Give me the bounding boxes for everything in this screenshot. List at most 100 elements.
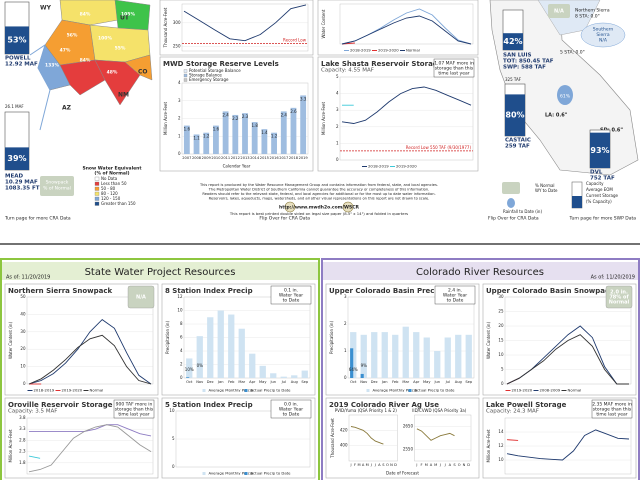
y-tick-label: 4 xyxy=(336,91,339,96)
x-tick-label: 2017 xyxy=(279,156,288,160)
note-text: time last year xyxy=(596,412,627,418)
bar-value-label: 1.2 xyxy=(271,134,278,139)
record-label: Record Low 550 TAF (9/30/1977) xyxy=(406,145,472,150)
bar-value-label: 1.2 xyxy=(203,134,210,139)
station-label: 8 STA: 0.0" xyxy=(575,14,600,20)
panel-title: Lake Powell Storage xyxy=(486,401,567,409)
reservoir-volume: TOT: 850.45 TAF xyxy=(503,59,554,65)
bar xyxy=(259,365,266,378)
y-tick-label: 2 xyxy=(178,116,181,121)
swp-as-of: As of: 11/20/2019 xyxy=(6,275,50,281)
note-text: storage than this xyxy=(115,407,154,413)
y-tick-label: 2 xyxy=(336,124,339,129)
reservoir-volume: SWP: 588 TAF xyxy=(503,65,546,71)
y-tick-label: 4 xyxy=(178,80,181,85)
panel-subtitle: Capacity: 4.55 MAF xyxy=(321,68,374,74)
legend-swatch xyxy=(94,196,100,201)
x-tick-label: D xyxy=(394,463,397,467)
y-tick-label: 5 xyxy=(501,367,504,372)
x-tick-label: J xyxy=(415,463,417,467)
bar xyxy=(413,332,420,378)
badge-text: Normal xyxy=(609,300,630,306)
legend-label: 2019-2020 xyxy=(396,164,417,169)
x-tick-label: J xyxy=(370,463,372,467)
y-tick-label: 2 xyxy=(344,321,347,326)
legend-label: Capacity xyxy=(586,181,604,186)
legend-label: 2018-2019 xyxy=(368,164,389,169)
reservoir-name: POWELL xyxy=(5,56,31,62)
series-line xyxy=(341,15,472,45)
tank-percent: 42% xyxy=(503,37,522,46)
state-label: UT xyxy=(120,15,130,22)
reservoir-name: SAN LUIS xyxy=(503,53,532,59)
legend-swatch xyxy=(94,181,100,186)
legend-swatch xyxy=(183,73,188,78)
panel-title: 2019 Colorado River Ag Use xyxy=(329,401,439,409)
bar xyxy=(301,370,308,378)
x-tick-label: F xyxy=(421,463,423,467)
bar-value-label: 1.4 xyxy=(261,130,268,135)
note-box xyxy=(113,399,155,419)
x-tick-label: A xyxy=(362,463,365,467)
state-label: NM xyxy=(118,92,129,99)
reservoir-elevation: 1083.35 FT xyxy=(5,186,40,192)
report-url: http://www.mwdh2o.com/WSCR xyxy=(279,205,360,211)
reservoir-capacity: 26.1 MAF xyxy=(5,104,24,109)
x-tick-label: Jul xyxy=(281,380,286,384)
series-line xyxy=(28,424,152,473)
y-tick-label: 15 xyxy=(498,338,504,343)
footer-note: Turn page for more SWP Data xyxy=(568,216,636,222)
x-tick-label: O xyxy=(386,463,389,467)
tank-level xyxy=(503,33,523,50)
bar-value-label: 1.8 xyxy=(252,123,259,128)
legend-label: Actual Precip to Date xyxy=(251,471,292,476)
y-tick-label: 0 xyxy=(344,375,347,380)
legend-label: Average Monthly Precip xyxy=(209,388,254,393)
x-tick-label: 2009 xyxy=(202,156,212,160)
y-axis-label: Million Acre-Feet xyxy=(321,102,326,135)
plot-area xyxy=(347,296,475,379)
rain-drop xyxy=(557,85,573,105)
basin-percent: 86% xyxy=(95,86,106,92)
legend-label: 2019-2020 xyxy=(62,388,83,393)
bar xyxy=(392,334,399,378)
note-box xyxy=(434,285,476,305)
rain-drop xyxy=(507,198,515,208)
x-tick-label: 2010 xyxy=(211,156,221,160)
legend-label: Actual Precip to Date xyxy=(251,388,292,393)
y-axis-label: Precipitation (in) xyxy=(165,321,170,354)
y-tick-label: 40 xyxy=(20,311,26,316)
legend-label: Actual Precip to Date xyxy=(415,388,456,393)
y-axis-label: Water Content (in) xyxy=(8,322,13,359)
disclaimer-line: This report is produced by the Water Res… xyxy=(199,183,438,187)
seal xyxy=(342,201,354,213)
y-tick-label: 10 xyxy=(20,364,26,369)
series-line xyxy=(341,86,472,124)
basin-percent: 84% xyxy=(80,12,91,18)
record-label: Record Low xyxy=(283,37,307,42)
bar xyxy=(186,377,190,378)
legend-label: 2019-2020 xyxy=(512,388,533,393)
series-line xyxy=(416,428,455,441)
y-tick-label: 12 xyxy=(498,443,504,448)
x-tick-label: 2008 xyxy=(192,156,202,160)
flip-note: Flip Over for CRA Data xyxy=(259,216,310,222)
x-tick-label: Sep xyxy=(301,380,308,384)
y-tick-label: 3.3 xyxy=(19,426,26,431)
basin-percent: 105% xyxy=(121,12,135,18)
print-note: This report is best printed double sided… xyxy=(229,211,408,216)
x-tick-label: 2007 xyxy=(182,156,191,160)
bar-value-label: 1.6 xyxy=(184,127,191,132)
basin-percent: 56% xyxy=(67,33,78,39)
y-axis-label: Million Acre-Feet xyxy=(486,429,491,462)
bar xyxy=(434,351,441,378)
x-tick-label: May xyxy=(423,380,431,384)
x-tick-label: Jun xyxy=(269,380,276,384)
reservoir-name: MEAD xyxy=(5,174,23,180)
y-tick-label: 8 xyxy=(180,321,183,326)
legend-title: (% of Normal) xyxy=(94,171,129,177)
y-axis-label: Million Acre-Feet xyxy=(8,429,13,462)
legend-swatch xyxy=(244,472,248,475)
y-tick-label: 0 xyxy=(178,151,181,156)
station-label: 5 STA: 0.0" xyxy=(560,50,585,56)
